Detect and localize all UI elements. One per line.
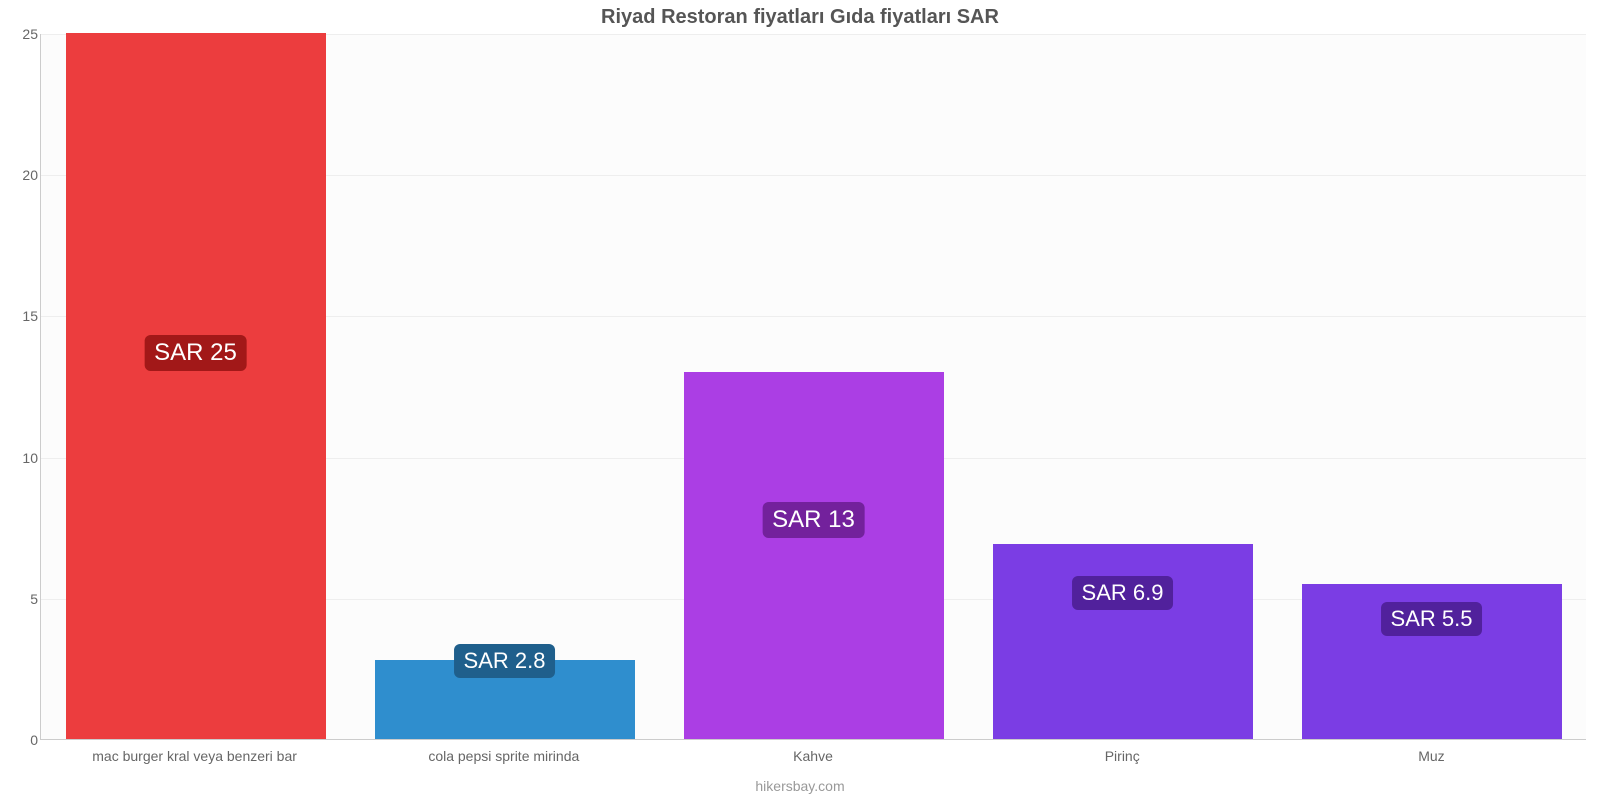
chart-title: Riyad Restoran fiyatları Gıda fiyatları …	[0, 6, 1600, 29]
y-tick-label: 25	[8, 26, 38, 42]
x-axis-label: Muz	[1277, 742, 1586, 764]
bar-slot: SAR 25	[41, 34, 350, 739]
chart-container: Riyad Restoran fiyatları Gıda fiyatları …	[0, 0, 1600, 800]
x-axis-label: Kahve	[658, 742, 967, 764]
x-axis-label: Pirinç	[968, 742, 1277, 764]
plot-area: SAR 25 SAR 2.8 SAR 13 SAR 6.9 SAR 5.5	[40, 34, 1586, 740]
value-badge: SAR 2.8	[454, 644, 556, 678]
value-badge: SAR 13	[762, 502, 865, 538]
bars-group: SAR 25 SAR 2.8 SAR 13 SAR 6.9 SAR 5.5	[41, 34, 1586, 739]
value-badge: SAR 25	[144, 335, 247, 371]
value-badge: SAR 5.5	[1381, 602, 1483, 636]
y-tick-label: 20	[8, 167, 38, 183]
bar-slot: SAR 6.9	[968, 34, 1277, 739]
y-tick-label: 5	[8, 591, 38, 607]
bar-slot: SAR 13	[659, 34, 968, 739]
y-tick-label: 10	[8, 450, 38, 466]
x-axis-label: cola pepsi sprite mirinda	[349, 742, 658, 764]
x-axis-label: mac burger kral veya benzeri bar	[40, 742, 349, 764]
y-tick-label: 0	[8, 732, 38, 748]
value-badge: SAR 6.9	[1072, 576, 1174, 610]
bar	[66, 33, 326, 739]
y-tick-label: 15	[8, 308, 38, 324]
bar	[993, 544, 1253, 739]
bar-slot: SAR 2.8	[350, 34, 659, 739]
bar	[684, 372, 944, 739]
bar-slot: SAR 5.5	[1277, 34, 1586, 739]
attribution-text: hikersbay.com	[0, 778, 1600, 794]
x-axis-labels: mac burger kral veya benzeri barcola pep…	[40, 742, 1586, 764]
